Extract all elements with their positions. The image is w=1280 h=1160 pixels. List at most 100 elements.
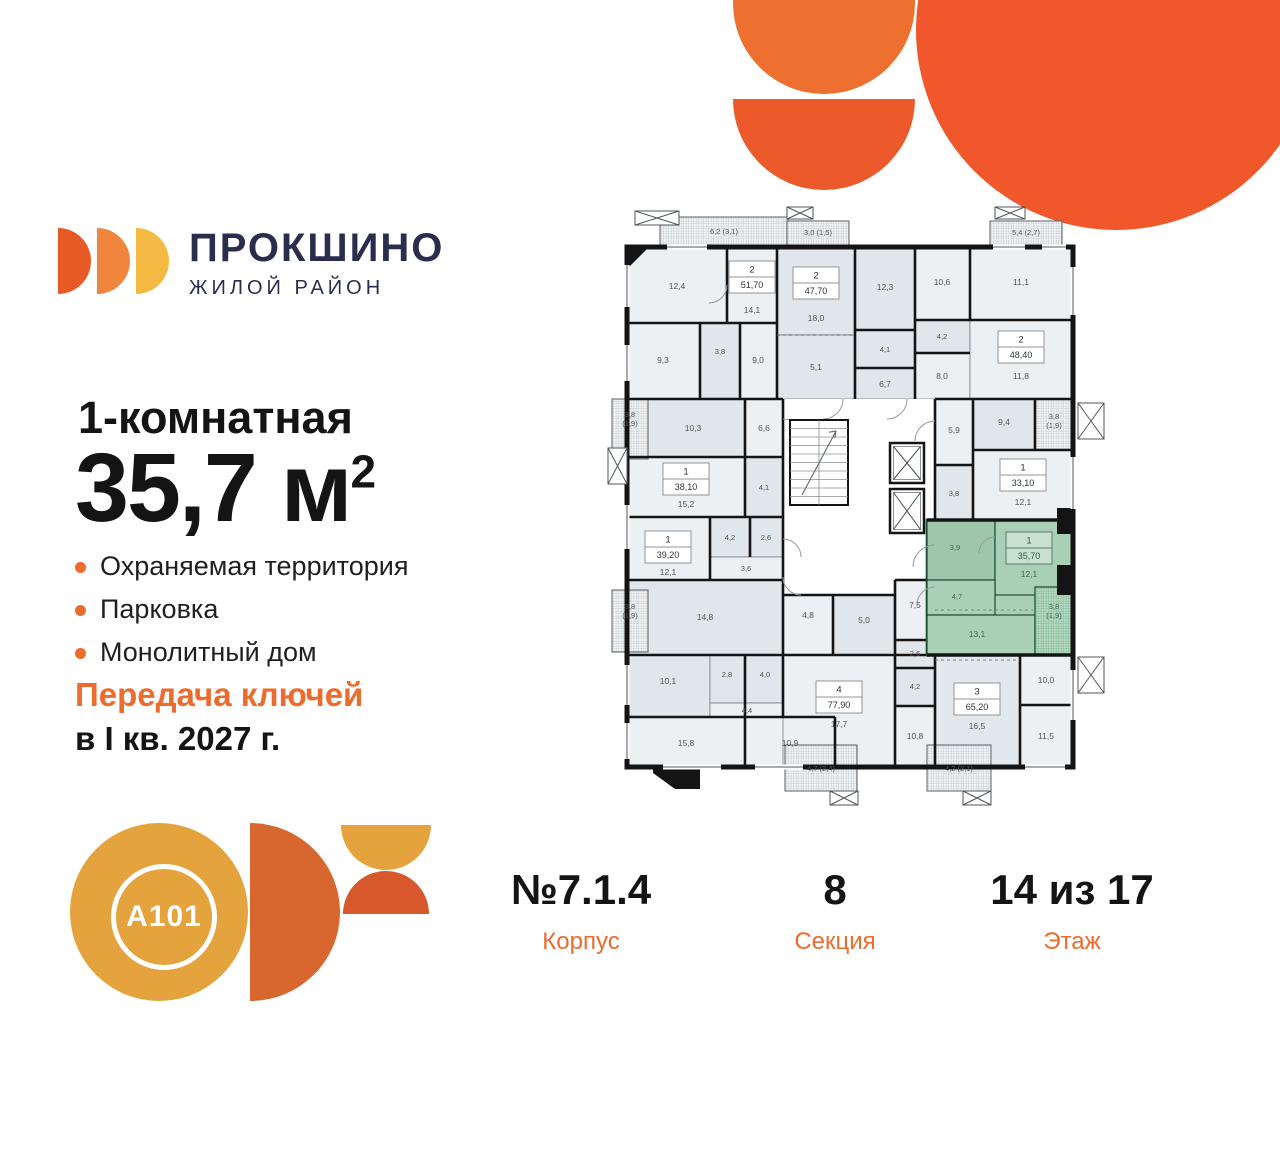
listing-rooms-title: 1-комнатная	[78, 392, 353, 443]
apartment-badge: 138,10	[662, 462, 710, 496]
developer-logo-shape-icon	[341, 825, 431, 870]
building-value: №7.1.4	[510, 866, 652, 913]
room-area-label: 9,3	[657, 355, 669, 365]
room-area-label: 13,1	[969, 629, 986, 639]
room-area-label: 4,2	[937, 332, 947, 341]
area-unit: м	[280, 433, 353, 542]
room-area-label: 6,6	[758, 423, 770, 433]
room-area-label: 17,7	[831, 719, 848, 729]
room-area-label: 15,8	[678, 738, 695, 748]
room-area-label: 3,8	[715, 347, 725, 356]
developer-logo-shape-icon	[343, 871, 429, 914]
room-area-label: 10,1	[660, 676, 677, 686]
room-area-label: 6,7	[879, 379, 891, 389]
floor-label: Этаж	[1043, 928, 1101, 955]
wall-pier	[1057, 565, 1073, 595]
brand-tagline: ЖИЛОЙ РАЙОН	[189, 277, 385, 299]
room-area-label: 3,8 (1,9)	[622, 602, 638, 620]
floor-plan: 6,2 (3,1) 3,0 (1,5) 5,4 (2,7)12,414,19,33,…	[607, 206, 1105, 806]
feature-item: Парковка	[75, 594, 408, 625]
decor-half-circle-small-bottom	[733, 99, 915, 190]
svg-text:1: 1	[683, 467, 688, 478]
section-label: Секция	[794, 928, 876, 955]
windows	[624, 244, 1076, 770]
room-area-label: 4,0	[760, 670, 770, 679]
bottom-notch-wall	[653, 767, 700, 789]
svg-text:65,20: 65,20	[966, 702, 989, 712]
apartment-badges: 251,70247,70248,40138,10133,10139,20135,…	[644, 260, 1053, 716]
room-area-label: 10,3	[685, 423, 702, 433]
room-area-label: 4,7	[952, 592, 962, 601]
svg-text:1: 1	[1020, 463, 1025, 474]
svg-text:2: 2	[813, 271, 818, 282]
room-area-label: 4,2	[725, 533, 735, 542]
handover-line-1: Передача ключей	[75, 676, 364, 713]
room-area-label: 2,6	[761, 533, 771, 542]
vent-boxes	[607, 206, 1105, 806]
room-area-label: 16,5	[969, 721, 986, 731]
apartment-badge: 365,20	[953, 682, 1001, 716]
room-area-label: 4,8	[802, 610, 814, 620]
apartment-badge: 248,40	[997, 330, 1045, 364]
room-area-label: 18,0	[808, 313, 825, 323]
bullet-dot-icon	[75, 605, 86, 616]
room-area-label: 10,6	[934, 277, 951, 287]
svg-text:38,10: 38,10	[675, 482, 698, 492]
selected-apartment-badge[interactable]: 135,70	[1005, 531, 1053, 565]
selected-apartment-balcony	[1034, 586, 1074, 656]
detail-floor: 14 из 17 Этаж	[922, 866, 1222, 956]
feature-text: Охраняемая территория	[100, 551, 409, 581]
brand-logo-shape-icon	[58, 228, 91, 294]
room-area-label: 8,0	[936, 371, 948, 381]
svg-text:35,70: 35,70	[1018, 551, 1041, 561]
feature-list: Охраняемая территория Парковка Монолитны…	[75, 551, 408, 680]
apartment-badge: 247,70	[792, 266, 840, 300]
room-area-label: 10,0	[1038, 675, 1055, 685]
room-area-label: 12,1	[1021, 569, 1038, 579]
decor-half-circle-small-top	[733, 0, 915, 94]
room-area-label: 7,5	[909, 600, 921, 610]
room-area-label: 10,9	[782, 738, 799, 748]
stairwell	[789, 419, 849, 506]
room-area-label: 2,8	[722, 670, 732, 679]
apartment-badge: 139,20	[644, 530, 692, 564]
room-area-label: 14,1	[744, 305, 761, 315]
room-area-label: 5,1	[810, 362, 822, 372]
room-area-label: 10,8	[907, 731, 924, 741]
area-value: 35,7	[75, 433, 258, 542]
room-area-label: 3,8 (1,9)	[622, 410, 638, 428]
room-area-label: 6,2 (3,1)	[710, 227, 738, 236]
svg-text:3: 3	[974, 687, 979, 698]
room-area-label: 3,8 (1,9)	[1046, 412, 1062, 430]
developer-logo: A101	[111, 864, 217, 970]
room-area-label: 3,6	[741, 564, 751, 573]
room-area-label: 4,2 (2,1)	[945, 764, 973, 773]
room-area-label: 2,6	[910, 649, 920, 658]
room-area-label: 3,8	[949, 489, 959, 498]
walls	[627, 247, 1073, 767]
room-area-label: 4,7 (2,4)	[807, 764, 835, 773]
wall-pier	[1057, 508, 1073, 534]
feature-item: Монолитный дом	[75, 637, 408, 668]
svg-text:1: 1	[1026, 536, 1031, 547]
room-area-label: 9,4	[998, 417, 1010, 427]
room-area-label: 14,8	[697, 612, 714, 622]
svg-text:2: 2	[749, 265, 754, 276]
room-area-labels: 6,2 (3,1) 3,0 (1,5) 5,4 (2,7)12,414,19,33,…	[622, 227, 1062, 773]
room-area-label: 4,1	[880, 345, 890, 354]
apartment-badge: 133,10	[999, 458, 1047, 492]
brand-logo-shape-icon	[97, 228, 130, 294]
svg-text:39,20: 39,20	[657, 550, 680, 560]
room-area-label: 4,2	[910, 682, 920, 691]
apartment-badge: 477,90	[815, 680, 863, 714]
handover-line-2: в I кв. 2027 г.	[75, 720, 281, 757]
decor-big-circle	[916, 0, 1280, 230]
brand-name: ПРОКШИНО	[189, 226, 445, 270]
corner-wall	[625, 245, 651, 271]
room-area-label: 11,8	[1013, 371, 1029, 381]
room-area-label: 11,1	[1013, 277, 1029, 287]
room-area-label: 12,1	[1015, 497, 1032, 507]
svg-text:47,70: 47,70	[805, 286, 828, 296]
room-area-label: 5,0	[858, 615, 870, 625]
